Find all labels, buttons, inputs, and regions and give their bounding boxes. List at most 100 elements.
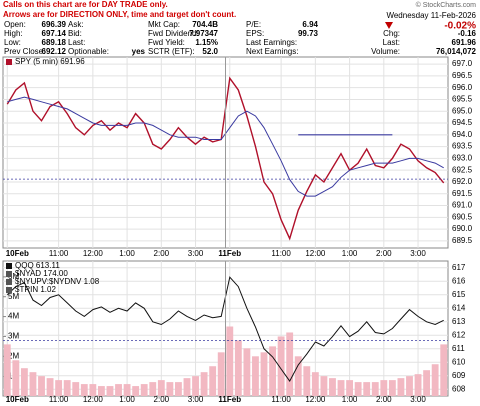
y-tick-label: 691.5	[452, 189, 473, 198]
y-tick-label: 617	[452, 263, 466, 272]
volume-bar	[38, 376, 45, 396]
y-tick-label: 609	[452, 371, 466, 380]
volume-bar	[80, 384, 88, 396]
field-label: Open:	[4, 20, 26, 29]
volume-bar	[440, 344, 448, 396]
volume-bar	[106, 386, 114, 396]
field-value: 52.0	[202, 47, 218, 56]
quote-label: Chg:	[383, 29, 400, 38]
quote-value: 76,014,072	[436, 47, 477, 56]
legend-swatch	[6, 287, 12, 293]
volume-bar	[166, 382, 174, 396]
x-tick-label: 2:00	[154, 395, 170, 404]
field-label: Bid:	[68, 29, 82, 38]
field-value: 99.73	[298, 29, 319, 38]
note: Calls on this chart are for DAY TRADE on…	[3, 0, 168, 9]
down-arrow	[385, 22, 393, 29]
x-tick-label: 11:00	[49, 249, 69, 258]
volume-bar	[406, 376, 413, 396]
volume-bar	[97, 386, 105, 396]
legend-label: $TRIN 1.02	[15, 285, 56, 294]
volume-bar	[46, 378, 54, 396]
volume-bar	[157, 380, 165, 396]
volume-bar	[363, 382, 371, 396]
volume-bar	[149, 382, 157, 396]
y-tick-label: 696.0	[452, 83, 473, 92]
legend-label: SPY (5 min) 691.96	[15, 57, 85, 66]
volume-bar	[192, 376, 199, 396]
volume-bar	[337, 380, 345, 396]
legend-swatch	[6, 279, 12, 285]
field-label: P/E:	[246, 20, 261, 29]
y-tick-label: 6M	[8, 272, 19, 281]
field-label: Last:	[68, 38, 85, 47]
field-value: 704.4B	[192, 20, 218, 29]
legend-label: $NYAD 174.00	[15, 269, 68, 278]
watermark: © StockCharts.com	[416, 1, 477, 9]
volume-bar	[354, 382, 362, 396]
x-tick-label: 11:00	[49, 395, 69, 404]
volume-bar	[320, 376, 328, 396]
x-tick-label: 3:00	[410, 395, 426, 404]
volume-bar	[12, 360, 20, 396]
field-value: 1.15%	[195, 38, 218, 47]
y-tick-label: 694.5	[452, 118, 473, 127]
x-tick-label: 3:00	[188, 395, 204, 404]
x-tick-label: 2:00	[376, 395, 392, 404]
field-label: Ask:	[68, 20, 84, 29]
x-tick-label: 12:00	[305, 249, 326, 258]
quote-value: 691.96	[452, 38, 477, 47]
y-tick-label: 696.5	[452, 71, 473, 80]
field-label: Fwd Dividend:	[148, 29, 199, 38]
field-label: Optionable:	[68, 47, 109, 56]
quote-label: Volume:	[371, 47, 400, 56]
volume-bar	[209, 366, 217, 396]
x-tick-label: 2:00	[376, 249, 392, 258]
volume-bar	[89, 384, 97, 396]
volume-bar	[20, 368, 28, 396]
volume-bar	[132, 386, 140, 396]
x-tick-label: 3:00	[410, 249, 426, 258]
x-tick-label: 12:00	[83, 395, 104, 404]
field-label: Prev Close:	[4, 47, 45, 56]
field-label: EPS:	[246, 29, 264, 38]
note: Arrows are for DIRECTION ONLY, time and …	[3, 10, 236, 19]
y-tick-label: 695.5	[452, 95, 473, 104]
volume-bar	[175, 382, 182, 396]
volume-bar	[226, 326, 234, 396]
volume-bar	[414, 374, 422, 396]
volume-bar	[63, 380, 71, 396]
volume-bar	[346, 380, 354, 396]
volume-bar	[183, 378, 191, 396]
field-label: High:	[4, 29, 23, 38]
volume-bar	[431, 364, 439, 396]
date: Wednesday 11-Feb-2026	[386, 11, 476, 20]
x-tick-label: 12:00	[305, 395, 326, 404]
y-tick-label: 2M	[8, 351, 19, 360]
x-tick-label: 2:00	[154, 249, 170, 258]
field-value: 692.12	[42, 47, 67, 56]
x-tick-label: 1:00	[342, 249, 358, 258]
x-tick-label: 11Feb	[218, 395, 241, 404]
y-tick-label: 5M	[8, 292, 19, 301]
volume-bar	[260, 352, 268, 396]
y-tick-label: 611	[452, 344, 465, 353]
volume-bar	[423, 370, 431, 396]
y-tick-label: 695.0	[452, 106, 473, 115]
x-tick-label: 3:00	[188, 249, 204, 258]
y-tick-label: 689.5	[452, 236, 473, 245]
volume-bar	[277, 336, 285, 396]
y-tick-label: 614	[452, 303, 466, 312]
x-tick-label: 10Feb	[6, 249, 29, 258]
volume-bar	[388, 380, 396, 396]
y-tick-label: 693.0	[452, 154, 473, 163]
volume-bar	[72, 382, 80, 396]
volume-bar	[329, 378, 336, 396]
field-label: Low:	[4, 38, 21, 47]
field-value: 696.39	[42, 20, 67, 29]
quote-value: -0.16	[458, 29, 477, 38]
field-value: 6.94	[302, 20, 318, 29]
y-tick-label: 613	[452, 317, 466, 326]
volume-bar	[303, 366, 311, 396]
volume-bar	[217, 352, 225, 396]
